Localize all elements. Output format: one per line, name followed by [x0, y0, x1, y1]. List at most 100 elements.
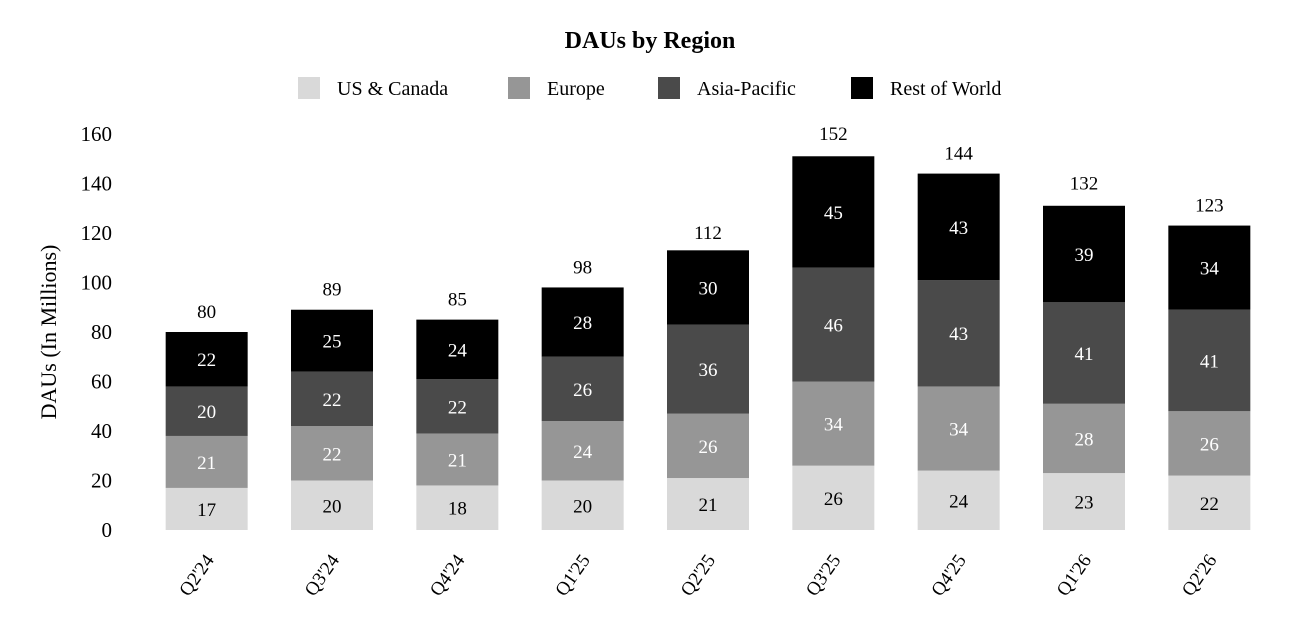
data-label-rest-of-world: 45 [824, 203, 843, 224]
bar-segment-europe [541, 421, 624, 481]
bar-segment-europe [165, 435, 248, 488]
bar-segment-europe [917, 386, 1000, 471]
bar-total-label: 85 [448, 290, 467, 311]
x-tick-label: Q3'24 [301, 550, 345, 600]
data-label-us-canada: 22 [1200, 494, 1219, 515]
bar-segment-us-canada [792, 465, 875, 530]
data-label-europe: 24 [573, 442, 593, 463]
bar-segment-asia-pacific [917, 280, 1000, 387]
data-label-europe: 34 [949, 420, 969, 441]
data-label-europe: 26 [1200, 434, 1219, 455]
bar-segment-rest-of-world [792, 156, 875, 268]
bar-segment-europe [792, 381, 875, 466]
bar-stack: 24 34 43 43 144 [917, 144, 1000, 530]
bar-segment-europe [416, 433, 499, 486]
data-label-rest-of-world: 28 [573, 313, 592, 334]
x-tick-label: Q4'25 [927, 551, 970, 600]
bar-segment-rest-of-world [165, 332, 248, 387]
legend: US & Canada Europe Asia-Pacific Rest of Wor… [298, 77, 1001, 100]
data-label-asia-pacific: 41 [1075, 344, 1094, 365]
bar-segment-us-canada [291, 480, 373, 530]
data-label-europe: 28 [1075, 429, 1094, 450]
data-label-europe: 34 [824, 415, 844, 436]
legend-label-asia-pacific: Asia-Pacific [697, 78, 796, 100]
legend-swatch-asia-pacific [658, 77, 680, 99]
x-tick-label: Q2'26 [1178, 551, 1221, 600]
x-tick-label: Q3'25 [802, 551, 845, 600]
bar-segment-asia-pacific [291, 371, 373, 427]
bar-segment-us-canada [1168, 475, 1251, 530]
data-label-rest-of-world: 25 [323, 332, 342, 353]
x-axis-labels: Q2'24 Q3'24 Q4'24 Q1'25 Q2'25 Q3'25 Q4'25 Q1'26… [175, 550, 1221, 600]
y-tick-label: 160 [81, 122, 113, 146]
bar-segment-asia-pacific [1168, 309, 1251, 412]
bar-segment-us-canada [165, 487, 248, 530]
y-axis-ticks: 0 20 40 60 80 100 120 140 160 [81, 122, 113, 542]
bar-segment-us-canada [917, 470, 1000, 530]
data-label-asia-pacific: 41 [1200, 351, 1219, 372]
data-label-rest-of-world: 30 [699, 278, 718, 299]
legend-label-europe: Europe [547, 78, 605, 100]
x-tick-label: Q1'26 [1053, 551, 1096, 600]
bar-segment-asia-pacific [541, 356, 624, 422]
data-label-rest-of-world: 39 [1075, 245, 1094, 266]
bar-segment-asia-pacific [1043, 302, 1125, 404]
data-label-us-canada: 21 [699, 495, 718, 516]
data-label-rest-of-world: 22 [197, 350, 216, 371]
y-tick-label: 40 [91, 419, 112, 443]
chart-title: DAUs by Region [565, 28, 736, 54]
bar-stack: 20 24 26 28 98 [541, 257, 624, 530]
bar-segment-rest-of-world [1168, 225, 1251, 310]
bar-stack: 22 26 41 34 123 [1168, 196, 1251, 530]
bar-stack: 23 28 41 39 132 [1043, 173, 1125, 530]
y-tick-label: 140 [81, 172, 113, 196]
bars: 17 21 20 22 80 20 22 22 25 89 18 21 22 24 85 20 24 26 28 98… [165, 124, 1251, 530]
y-tick-label: 20 [91, 469, 112, 493]
bar-segment-europe [1043, 403, 1125, 474]
data-label-asia-pacific: 36 [699, 360, 718, 381]
bar-total-label: 132 [1070, 173, 1099, 194]
data-label-asia-pacific: 43 [949, 324, 968, 345]
bar-segment-asia-pacific [165, 386, 248, 436]
bar-segment-us-canada [416, 485, 499, 530]
bar-total-label: 80 [197, 302, 216, 323]
data-label-us-canada: 23 [1075, 493, 1094, 514]
x-tick-label: Q1'25 [551, 551, 594, 600]
data-label-us-canada: 24 [949, 491, 969, 512]
data-label-rest-of-world: 24 [448, 340, 468, 361]
bar-segment-rest-of-world [541, 287, 624, 357]
data-label-us-canada: 20 [573, 496, 592, 517]
legend-label-rest-of-world: Rest of World [890, 78, 1001, 100]
data-label-us-canada: 20 [323, 496, 342, 517]
bar-segment-asia-pacific [667, 324, 749, 414]
legend-swatch-us-canada [298, 77, 320, 99]
data-label-europe: 21 [197, 453, 216, 474]
bar-segment-rest-of-world [291, 309, 373, 372]
bar-segment-asia-pacific [416, 379, 499, 434]
data-label-asia-pacific: 20 [197, 402, 216, 423]
data-label-asia-pacific: 22 [448, 397, 467, 418]
data-label-us-canada: 18 [448, 499, 467, 520]
bar-segment-us-canada [1043, 473, 1125, 530]
bar-segment-europe [667, 413, 749, 479]
y-tick-label: 80 [91, 320, 112, 344]
data-label-europe: 26 [699, 437, 718, 458]
bar-segment-us-canada [667, 478, 749, 530]
data-label-asia-pacific: 26 [573, 380, 592, 401]
bar-segment-europe [291, 426, 373, 481]
data-label-europe: 22 [323, 444, 342, 465]
y-axis-title: DAUs (In Millions) [36, 245, 61, 420]
data-label-rest-of-world: 43 [949, 218, 968, 239]
legend-swatch-europe [508, 77, 530, 99]
bar-stack: 26 34 46 45 152 [792, 124, 875, 530]
bar-segment-us-canada [541, 480, 624, 530]
y-tick-label: 60 [91, 370, 112, 394]
legend-swatch-rest-of-world [851, 77, 873, 99]
y-tick-label: 100 [81, 271, 113, 295]
x-tick-label: Q2'24 [175, 550, 219, 600]
bar-segment-asia-pacific [792, 267, 875, 382]
bar-stack: 20 22 22 25 89 [291, 280, 373, 530]
bar-total-label: 89 [323, 280, 342, 301]
bar-segment-rest-of-world [416, 319, 499, 380]
